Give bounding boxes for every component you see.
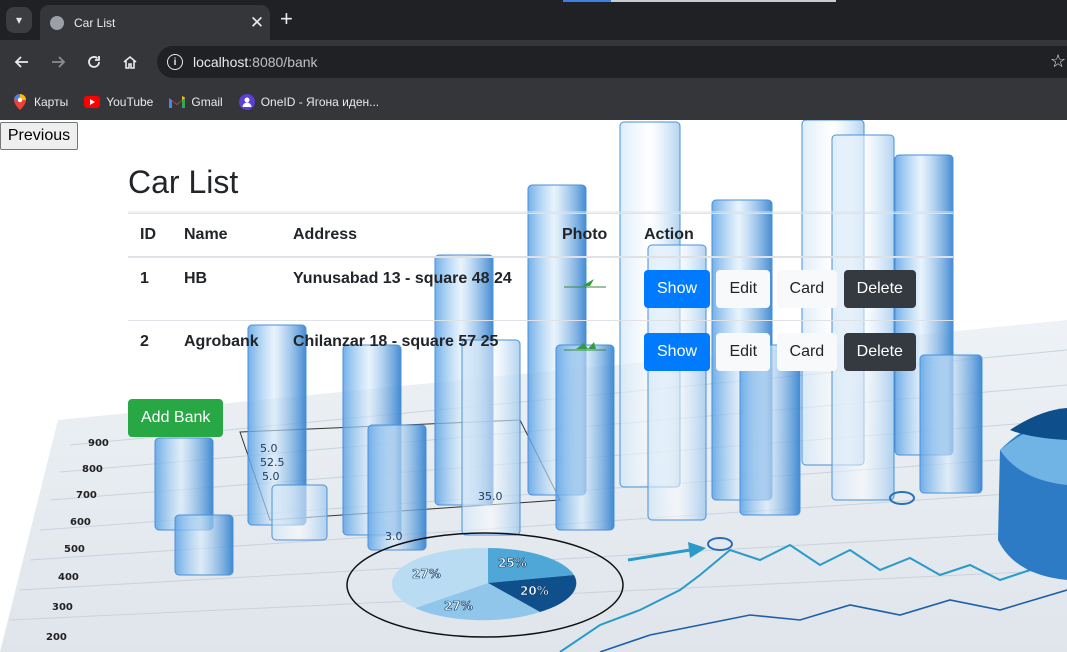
site-info-icon[interactable]: i [167,54,183,70]
youtube-icon [84,94,101,110]
arrow-left-icon [14,56,28,68]
bookmark-star-icon[interactable]: ☆ [1050,51,1067,71]
bookmark-label: Карты [34,95,69,109]
column-header-action: Action [632,213,953,258]
bank-photo-thumbnail[interactable] [562,276,608,290]
tab-strip: ▾ Car List ✕ + [0,0,1067,40]
address-bar[interactable]: i localhost:8080/bank [157,46,1067,78]
bank-photo-thumbnail[interactable] [562,339,608,353]
forward-button[interactable] [47,51,69,73]
bookmark-label: YouTube [106,95,154,109]
browser-toolbar: i localhost:8080/bank ☆ [0,40,1067,84]
cell-address: Yunusabad 13 - square 48 24 [281,256,550,320]
url-path: :8080/bank [248,54,318,70]
cell-name: Agrobank [172,319,281,383]
home-icon [123,55,137,69]
maps-pin-icon [12,94,28,110]
table-header-row: ID Name Address Photo Action [128,213,953,258]
table-row: 2 Agrobank Chilanzar 18 - square 57 25 S… [128,319,953,383]
floor-pie-chart [391,547,577,621]
cell-id: 2 [128,319,172,383]
axis-label: 400 [58,572,79,583]
cell-photo [550,256,632,320]
globe-icon [50,15,64,30]
page-title: Car List [128,164,239,200]
axis-label: 700 [76,490,97,501]
bookmark-gmail[interactable]: Gmail [169,94,223,110]
bank-table: ID Name Address Photo Action 1 HB Yunusa… [128,213,953,383]
arrow-right-icon [52,56,66,68]
add-bank-button[interactable]: Add Bank [128,399,224,437]
reload-icon [88,56,100,68]
back-button[interactable] [11,51,33,73]
column-label: 5.0 [260,442,278,455]
column-label: 5.0 [262,470,280,483]
delete-button[interactable]: Delete [843,270,916,308]
card-button[interactable]: Card [776,332,838,371]
table-row: 1 HB Yunusabad 13 - square 48 24 Show Ed… [128,256,953,320]
cell-name: HB [172,256,281,320]
chart-column [367,424,427,551]
pie-label: 20% [520,584,549,598]
window-accent-line [563,0,611,2]
oneid-icon [238,94,255,110]
column-label: 52.5 [260,456,285,469]
pie-label: 25% [498,556,527,570]
column-header-name: Name [172,213,281,258]
tab-search-button[interactable]: ▾ [6,7,32,33]
column-label: 35.0 [478,490,503,503]
pie-label: 27% [412,567,441,581]
cell-actions: Show Edit Card Delete [632,319,953,383]
chart-column [271,484,328,541]
bookmark-label: OneID - Ягона иден... [260,95,380,109]
previous-button[interactable]: Previous [0,122,78,150]
column-header-id: ID [128,213,172,258]
side-pie-chart [998,408,1067,580]
bookmark-youtube[interactable]: YouTube [84,94,153,110]
chart-column [174,514,234,576]
delete-button[interactable]: Delete [843,332,916,371]
window-accent-line-light [611,0,836,2]
axis-label: 300 [52,602,73,613]
axis-label: 500 [64,544,85,555]
chevron-down-icon: ▾ [15,13,23,27]
edit-button[interactable]: Edit [716,332,771,371]
bookmark-oneid[interactable]: OneID - Ягона иден... [238,94,380,110]
cell-actions: Show Edit Card Delete [632,256,953,320]
tab-title: Car List [74,15,116,30]
show-button[interactable]: Show [644,332,711,371]
card-button[interactable]: Card [776,270,838,308]
edit-button[interactable]: Edit [716,270,771,308]
column-label: 3.0 [385,530,403,543]
bookmarks-bar: Карты YouTube Gmail OneID - Ягона иден..… [0,84,1067,120]
close-tab-icon[interactable]: ✕ [249,13,265,32]
bookmark-maps[interactable]: Карты [12,94,68,110]
axis-label: 200 [46,632,67,643]
column-header-address: Address [281,213,550,258]
bookmark-label: Gmail [191,95,223,109]
axis-label: 600 [70,517,91,528]
browser-tab[interactable]: Car List ✕ [40,5,270,40]
axis-label: 900 [88,438,109,449]
gmail-icon [169,94,186,110]
url-host: localhost [193,54,249,70]
axis-label: 800 [82,464,103,475]
cell-id: 1 [128,256,172,320]
page-viewport: 900 800 700 600 500 400 300 200 [0,120,1067,652]
column-header-photo: Photo [550,213,632,258]
pie-label: 27% [444,599,473,613]
show-button[interactable]: Show [644,270,711,308]
cell-address: Chilanzar 18 - square 57 25 [281,319,550,383]
home-button[interactable] [119,51,141,73]
new-tab-button[interactable]: + [280,6,293,31]
reload-button[interactable] [83,51,105,73]
cell-photo [550,319,632,383]
